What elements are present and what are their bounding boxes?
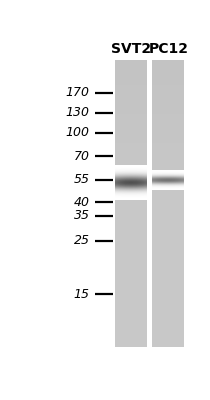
Bar: [115, 75, 147, 78]
Bar: [115, 103, 147, 107]
Bar: [115, 60, 147, 347]
Bar: [115, 186, 147, 189]
Text: 130: 130: [66, 106, 90, 119]
Bar: [152, 78, 184, 82]
Bar: [115, 132, 147, 136]
Text: 25: 25: [74, 234, 90, 247]
Bar: [115, 200, 147, 204]
Bar: [115, 107, 147, 110]
Text: 70: 70: [74, 150, 90, 163]
Bar: [152, 68, 184, 71]
Bar: [152, 71, 184, 75]
Bar: [152, 200, 184, 204]
Text: 170: 170: [66, 86, 90, 99]
Bar: [115, 85, 147, 89]
Bar: [152, 189, 184, 193]
Bar: [115, 193, 147, 196]
Text: 35: 35: [74, 209, 90, 222]
Bar: [115, 100, 147, 103]
Bar: [115, 68, 147, 71]
Bar: [115, 171, 147, 175]
Bar: [115, 114, 147, 118]
Bar: [115, 89, 147, 92]
Bar: [152, 143, 184, 146]
Bar: [152, 193, 184, 196]
Bar: [115, 128, 147, 132]
Bar: [115, 71, 147, 75]
Bar: [115, 157, 147, 160]
Bar: [152, 132, 184, 136]
Bar: [115, 150, 147, 154]
Bar: [152, 146, 184, 150]
Bar: [152, 103, 184, 107]
Text: 40: 40: [74, 196, 90, 208]
Bar: [152, 128, 184, 132]
Bar: [115, 154, 147, 157]
Bar: [152, 171, 184, 175]
Bar: [115, 160, 147, 164]
Bar: [115, 175, 147, 178]
Bar: [152, 96, 184, 100]
Bar: [115, 125, 147, 128]
Text: 15: 15: [74, 288, 90, 301]
Bar: [115, 189, 147, 193]
Bar: [115, 60, 147, 64]
Bar: [115, 64, 147, 68]
Bar: [152, 118, 184, 121]
Bar: [115, 82, 147, 85]
Bar: [115, 143, 147, 146]
Text: 100: 100: [66, 126, 90, 139]
Bar: [115, 196, 147, 200]
Text: SVT2: SVT2: [111, 42, 151, 56]
Bar: [115, 182, 147, 186]
Bar: [115, 118, 147, 121]
Bar: [152, 178, 184, 182]
Bar: [152, 75, 184, 78]
Bar: [152, 121, 184, 125]
Bar: [152, 64, 184, 68]
Bar: [115, 121, 147, 125]
Bar: [115, 96, 147, 100]
Bar: [152, 139, 184, 143]
Bar: [152, 175, 184, 178]
Bar: [152, 160, 184, 164]
Bar: [152, 60, 184, 347]
Bar: [152, 154, 184, 157]
Bar: [115, 146, 147, 150]
Bar: [152, 157, 184, 160]
Bar: [115, 136, 147, 139]
Bar: [152, 196, 184, 200]
Bar: [115, 139, 147, 143]
Bar: [152, 125, 184, 128]
Bar: [152, 150, 184, 154]
Bar: [152, 85, 184, 89]
Bar: [152, 182, 184, 186]
Bar: [152, 107, 184, 110]
Bar: [115, 92, 147, 96]
Text: PC12: PC12: [148, 42, 188, 56]
Text: 55: 55: [74, 173, 90, 186]
Bar: [115, 178, 147, 182]
Bar: [152, 136, 184, 139]
Bar: [152, 92, 184, 96]
Bar: [152, 114, 184, 118]
Bar: [152, 82, 184, 85]
Bar: [152, 100, 184, 103]
Bar: [152, 60, 184, 64]
Bar: [152, 164, 184, 168]
Bar: [152, 110, 184, 114]
Bar: [152, 89, 184, 92]
Bar: [115, 78, 147, 82]
Bar: [115, 168, 147, 171]
Bar: [152, 186, 184, 189]
Bar: [115, 110, 147, 114]
Bar: [115, 164, 147, 168]
Bar: [152, 168, 184, 171]
